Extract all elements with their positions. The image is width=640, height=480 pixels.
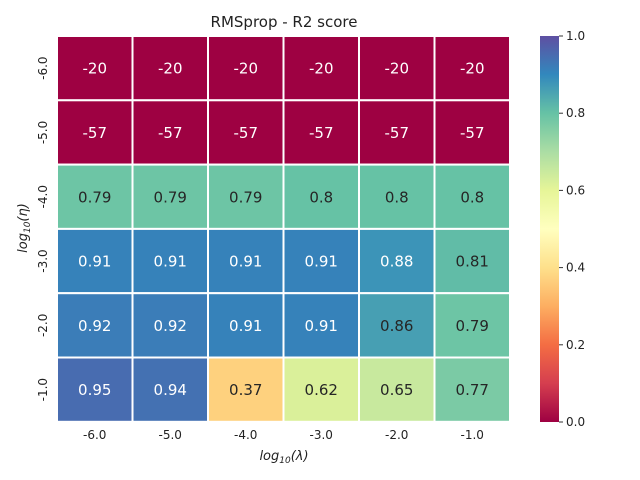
y-tick-label-0: -6.0: [36, 56, 50, 79]
y-axis-label: log10(η): [16, 203, 33, 253]
cell-label-r4-c1: 0.92: [154, 317, 187, 335]
cell-label-r0-c2: -20: [234, 60, 259, 78]
heatmap-cell-r1-c1: [131, 99, 209, 166]
heatmap-cell-r5-c4: [358, 356, 436, 423]
heatmap-cell-r4-c5: [433, 292, 511, 359]
heatmap-cell-r2-c1: [131, 163, 209, 230]
x-tick-label-4: -2.0: [385, 428, 408, 442]
cell-label-r4-c0: 0.92: [78, 317, 111, 335]
heatmap-cell-r3-c4: [358, 227, 436, 295]
heatmap-cell-r2-c5: [433, 163, 511, 230]
cell-label-r2-c2: 0.79: [229, 188, 262, 206]
cell-label-r2-c1: 0.79: [154, 188, 187, 206]
cell-label-r5-c1: 0.94: [154, 381, 187, 399]
heatmap-cell-r5-c0: [56, 356, 134, 423]
cell-label-r1-c2: -57: [234, 124, 259, 142]
heatmap-cell-r5-c3: [282, 356, 360, 423]
colorbar: [540, 36, 559, 422]
y-tick-label-4: -2.0: [36, 314, 50, 337]
cell-label-r0-c1: -20: [158, 60, 183, 78]
colorbar-ticks: 0.0 0.2 0.4 0.6 0.8 1.0: [559, 29, 585, 429]
heatmap-cell-r5-c5: [433, 356, 511, 423]
cell-label-r5-c2: 0.37: [229, 381, 262, 399]
x-tick-label-1: -5.0: [159, 428, 182, 442]
heatmap-cell-r4-c4: [358, 292, 436, 359]
heatmap-cell-r4-c3: [282, 292, 360, 359]
cell-label-r3-c0: 0.91: [78, 253, 111, 271]
cell-label-r2-c3: 0.8: [309, 188, 333, 206]
cell-label-r3-c5: 0.81: [456, 253, 489, 271]
cell-label-r0-c4: -20: [385, 60, 410, 78]
x-tick-label-0: -6.0: [83, 428, 106, 442]
cell-label-r5-c4: 0.65: [380, 381, 413, 399]
cell-label-r4-c3: 0.91: [305, 317, 338, 335]
heatmap-cell-r3-c3: [282, 227, 360, 295]
x-axis-ticks: -6.0 -5.0 -4.0 -3.0 -2.0 -1.0: [83, 428, 484, 442]
colorbar-tick-label-2: 0.4: [566, 261, 585, 275]
heatmap-cell-r3-c0: [56, 227, 134, 295]
cell-label-r4-c5: 0.79: [456, 317, 489, 335]
cell-label-r0-c5: -20: [460, 60, 485, 78]
cell-label-r5-c3: 0.62: [305, 381, 338, 399]
cell-label-r2-c4: 0.8: [385, 188, 409, 206]
cell-label-r2-c5: 0.8: [460, 188, 484, 206]
cell-label-r3-c2: 0.91: [229, 253, 262, 271]
cell-label-r3-c1: 0.91: [154, 253, 187, 271]
cell-label-r1-c0: -57: [83, 124, 108, 142]
cell-label-r4-c4: 0.86: [380, 317, 413, 335]
heatmap-cell-r1-c3: [282, 99, 360, 166]
colorbar-tick-label-1: 0.2: [566, 338, 585, 352]
x-tick-label-2: -4.0: [234, 428, 257, 442]
y-tick-label-5: -1.0: [36, 378, 50, 401]
heatmap-cell-r0-c5: [433, 35, 511, 102]
cell-label-r1-c1: -57: [158, 124, 183, 142]
x-axis-label: log10(λ): [259, 449, 308, 466]
colorbar-tick-label-0: 0.0: [566, 415, 585, 429]
heatmap-cell-r3-c2: [207, 227, 285, 295]
colorbar-tick-label-5: 1.0: [566, 29, 585, 43]
cell-label-r2-c0: 0.79: [78, 188, 111, 206]
cell-label-r3-c4: 0.88: [380, 253, 413, 271]
cell-label-r1-c3: -57: [309, 124, 334, 142]
heatmap-cell-r2-c4: [358, 163, 436, 230]
cell-label-r5-c5: 0.77: [456, 381, 489, 399]
heatmap-cell-r3-c1: [131, 227, 209, 295]
cell-label-r4-c2: 0.91: [229, 317, 262, 335]
heatmap-cells: -20 -20 -20 -20 -20 -20 -57 -57 -57 -57 -57 -57 0.79…: [56, 35, 511, 423]
heatmap-cell-r3-c5: [433, 227, 511, 295]
heatmap-cell-r0-c0: [56, 35, 134, 102]
x-tick-label-3: -3.0: [310, 428, 333, 442]
cell-label-r1-c4: -57: [385, 124, 410, 142]
y-tick-label-1: -5.0: [36, 121, 50, 144]
y-axis-ticks: -6.0 -5.0 -4.0 -3.0 -2.0 -1.0: [36, 56, 50, 401]
chart-title: RMSprop - R2 score: [211, 13, 358, 31]
y-tick-label-2: -4.0: [36, 185, 50, 208]
cell-label-r1-c5: -57: [460, 124, 485, 142]
cell-label-r0-c3: -20: [309, 60, 334, 78]
colorbar-tick-label-3: 0.6: [566, 183, 585, 197]
y-tick-label-3: -3.0: [36, 249, 50, 272]
heatmap-cell-r1-c5: [433, 99, 511, 166]
cell-label-r3-c3: 0.91: [305, 253, 338, 271]
heatmap-cell-r0-c1: [131, 35, 209, 102]
heatmap-cell-r4-c2: [207, 292, 285, 359]
x-tick-label-5: -1.0: [461, 428, 484, 442]
heatmap-cell-r2-c3: [282, 163, 360, 230]
cell-label-r0-c0: -20: [83, 60, 108, 78]
colorbar-tick-label-4: 0.8: [566, 106, 585, 120]
cell-label-r5-c0: 0.95: [78, 381, 111, 399]
